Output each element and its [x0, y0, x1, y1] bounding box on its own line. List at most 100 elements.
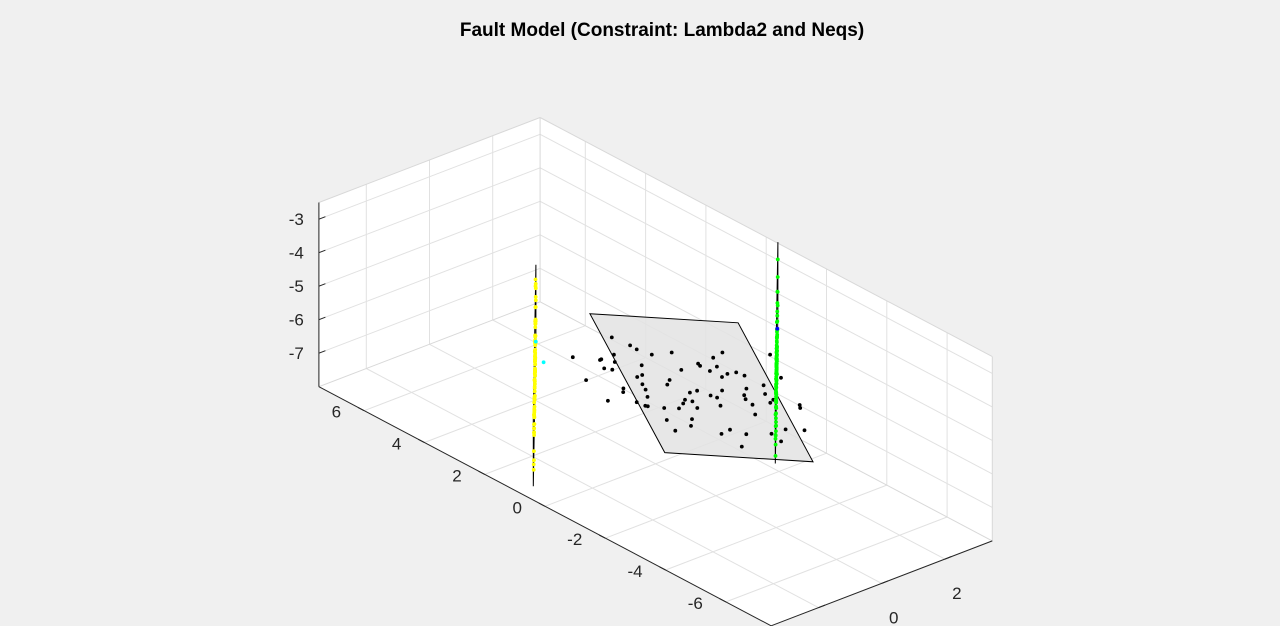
data-point [533, 379, 537, 384]
grid-line-z-wall-x [318, 234, 541, 321]
data-point [532, 412, 536, 417]
data-point [802, 428, 807, 433]
data-point [533, 354, 537, 359]
x-tick-mark [881, 580, 889, 584]
data-point [533, 382, 537, 386]
data-point [532, 408, 537, 413]
data-point [532, 458, 536, 463]
data-point [640, 382, 645, 387]
grid-line-y-floor [605, 452, 827, 539]
data-point [773, 424, 778, 429]
data-point [774, 411, 778, 416]
data-point [719, 432, 724, 436]
data-point [695, 406, 700, 410]
data-point [775, 301, 780, 305]
data-point [775, 326, 780, 331]
data-point [533, 298, 538, 303]
data-point [775, 313, 780, 318]
data-point [541, 360, 546, 365]
grid-line-z-wall-y [539, 200, 993, 441]
grid-line-z-wall-x [318, 200, 541, 287]
data-point [695, 388, 699, 393]
data-point [774, 358, 779, 363]
data-point [696, 361, 700, 366]
data-point [720, 375, 724, 379]
grid-line-y-floor [725, 516, 948, 603]
grid-lines [318, 117, 993, 609]
data-point [768, 400, 773, 405]
x-tick-mark [818, 604, 826, 609]
data-point [720, 388, 724, 393]
data-point [634, 347, 639, 352]
y-tick-label: 0 [513, 498, 522, 517]
data-point [533, 357, 537, 362]
data-point [635, 375, 640, 379]
data-point [673, 428, 678, 433]
data-point [531, 462, 536, 467]
box-edge [539, 117, 993, 358]
data-point [775, 257, 780, 262]
y-tick-mark [478, 470, 485, 475]
z-tick-label: -4 [289, 244, 304, 263]
data-point [634, 400, 639, 405]
data-point [718, 403, 723, 408]
data-point [774, 393, 779, 397]
data-point [649, 352, 654, 357]
data-point [533, 319, 538, 324]
data-point [739, 444, 744, 449]
data-point [775, 309, 780, 314]
data-point [690, 417, 694, 421]
y-tick-label: 4 [392, 435, 401, 454]
data-point [669, 350, 674, 355]
data-point [744, 386, 749, 391]
data-point [773, 442, 778, 447]
data-point [774, 379, 779, 383]
data-point [640, 373, 645, 377]
data-point [774, 429, 778, 433]
z-tick-mark [318, 249, 326, 254]
data-point [715, 364, 719, 369]
grid-line-z-wall-y [539, 167, 993, 408]
data-point [621, 390, 626, 394]
data-point [533, 339, 538, 344]
data-point [532, 394, 537, 399]
data-point [774, 420, 778, 424]
data-point [728, 427, 732, 432]
data-point [532, 389, 537, 394]
data-point [742, 393, 747, 398]
z-tick-label: -3 [289, 210, 304, 229]
y-tick-mark [417, 438, 425, 443]
data-point [798, 406, 803, 410]
data-point [775, 336, 779, 341]
data-point [688, 390, 692, 395]
data-point [533, 362, 538, 367]
z-tick-label: -6 [289, 311, 304, 330]
data-point [610, 367, 615, 372]
grid-line-z-wall-y [539, 234, 993, 475]
data-point [533, 348, 537, 353]
data-point [531, 467, 536, 472]
data-point [743, 397, 748, 402]
grid-line-z-wall-x [318, 267, 541, 354]
data-point [532, 422, 537, 426]
y-tick-mark [538, 502, 546, 507]
data-point [725, 372, 730, 376]
x-tick-label: 0 [889, 608, 898, 626]
data-point [690, 399, 695, 404]
data-point [775, 275, 780, 279]
y-tick-mark [659, 566, 666, 571]
box-edge [318, 117, 541, 203]
data-point [533, 305, 538, 310]
data-point [774, 350, 779, 355]
data-point [584, 378, 588, 382]
data-point [763, 392, 767, 396]
z-tick-label: -7 [289, 344, 304, 363]
data-point [645, 395, 650, 399]
y-tick-label: 6 [332, 403, 341, 422]
data-point [667, 378, 672, 382]
data-point [570, 355, 575, 360]
data-point [628, 343, 632, 348]
data-point [665, 382, 670, 387]
data-point [533, 343, 538, 348]
